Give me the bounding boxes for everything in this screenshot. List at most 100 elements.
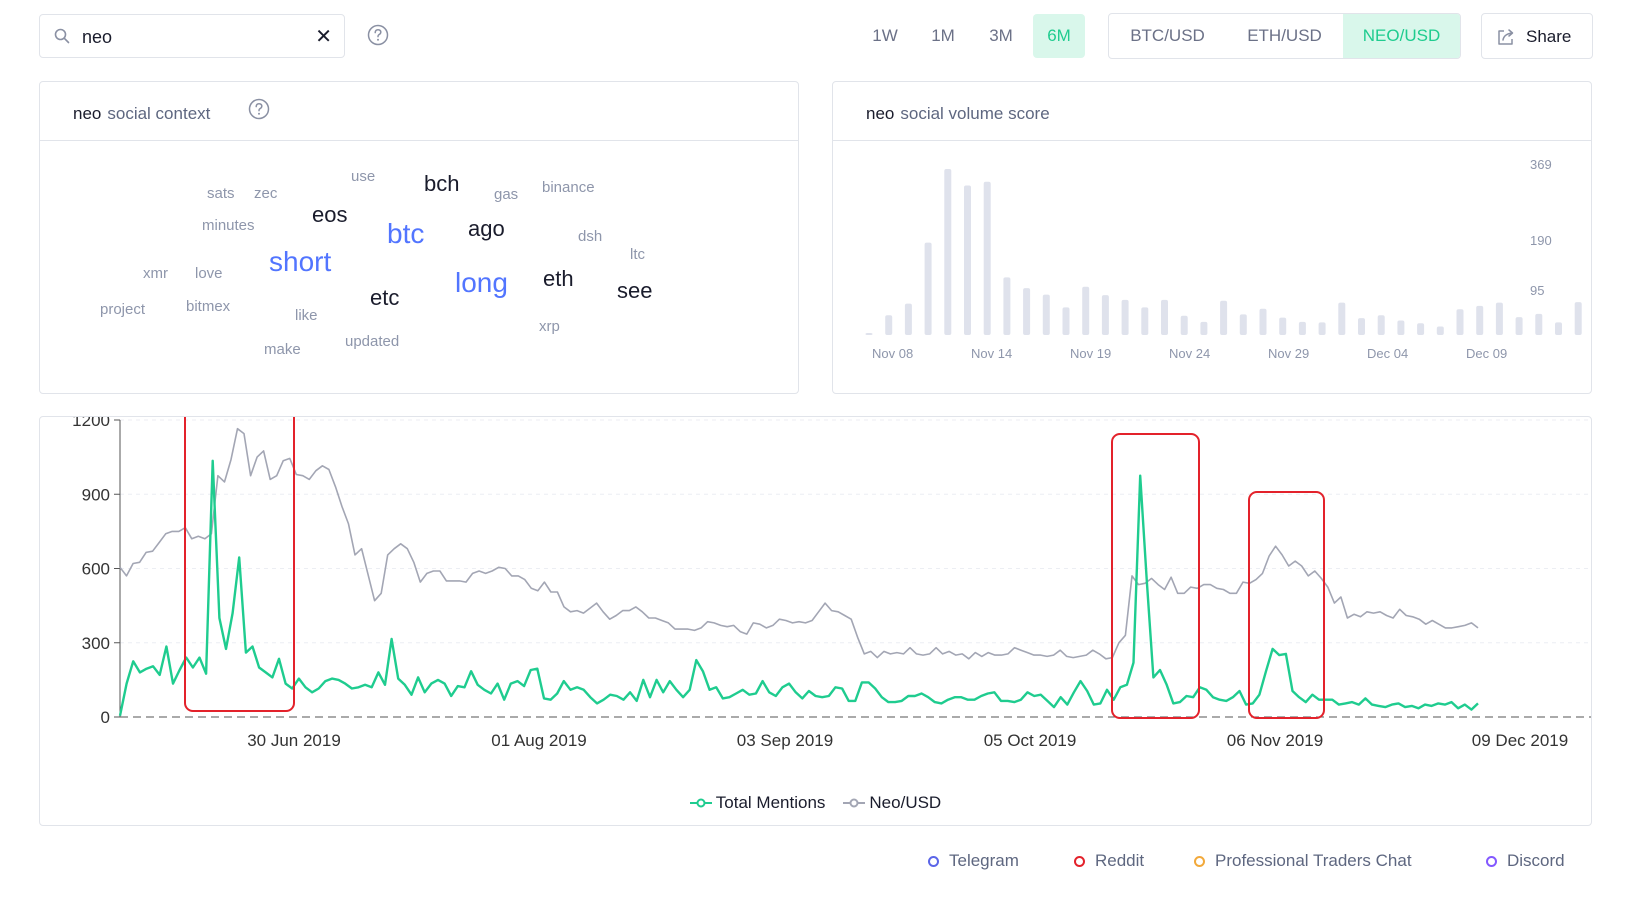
volume-bar[interactable]: [904, 303, 912, 335]
cloud-word-eos[interactable]: eos: [312, 202, 348, 227]
volume-bar[interactable]: [865, 333, 873, 335]
volume-bar[interactable]: [983, 181, 991, 335]
cloud-word-project[interactable]: project: [100, 301, 146, 318]
y-tick-label: 1200: [72, 417, 110, 430]
volume-x-tick: Dec 09: [1466, 346, 1507, 361]
volume-bar[interactable]: [885, 315, 893, 335]
volume-bar[interactable]: [1239, 314, 1247, 335]
volume-bar[interactable]: [1397, 320, 1405, 335]
cloud-word-make[interactable]: make: [264, 341, 301, 358]
volume-bar[interactable]: [1535, 313, 1543, 335]
volume-bar[interactable]: [1042, 294, 1050, 335]
cloud-word-updated[interactable]: updated: [345, 333, 400, 350]
cloud-word-eth[interactable]: eth: [543, 266, 574, 291]
cloud-word-etc[interactable]: etc: [370, 285, 400, 310]
help-circle-icon[interactable]: [248, 98, 270, 120]
series-line-total-mentions[interactable]: [118, 459, 1479, 717]
close-icon[interactable]: ✕: [315, 26, 332, 48]
mentions-price-panel: 0 300 600 900 1200 30 Jun 2019 01 Aug 2019 03 S…: [39, 416, 1592, 826]
cloud-word-btc[interactable]: btc: [387, 218, 425, 249]
highlight-box: [1111, 433, 1200, 719]
cloud-word-like[interactable]: like: [295, 307, 318, 324]
volume-bar[interactable]: [1495, 302, 1503, 335]
range-1w[interactable]: 1W: [872, 26, 898, 45]
search-input[interactable]: neo ✕: [39, 14, 345, 58]
volume-bar[interactable]: [1436, 326, 1444, 335]
volume-bar[interactable]: [1062, 307, 1070, 335]
volume-bar[interactable]: [1515, 317, 1523, 335]
volume-bar[interactable]: [1358, 318, 1365, 335]
volume-bar[interactable]: [1180, 315, 1188, 335]
volume-y-tick: 190: [1530, 233, 1552, 248]
cloud-word-see[interactable]: see: [617, 278, 653, 303]
volume-bar[interactable]: [1161, 299, 1168, 335]
volume-bar[interactable]: [1338, 302, 1346, 335]
volume-bar[interactable]: [1476, 305, 1484, 335]
cloud-word-sats[interactable]: sats: [207, 185, 235, 202]
cloud-word-zec[interactable]: zec: [254, 185, 278, 202]
volume-bar[interactable]: [924, 242, 932, 335]
volume-bar[interactable]: [1200, 321, 1208, 335]
cloud-word-gas[interactable]: gas: [494, 186, 519, 203]
pair-neo-usd[interactable]: NEO/USD: [1343, 14, 1460, 58]
cloud-word-use[interactable]: use: [351, 168, 376, 185]
volume-bar[interactable]: [1279, 317, 1287, 335]
help-circle-icon[interactable]: [367, 24, 389, 46]
y-tick-label: 300: [82, 634, 110, 653]
cloud-word-ltc[interactable]: ltc: [630, 246, 645, 263]
cloud-word-minutes[interactable]: minutes: [202, 217, 255, 234]
volume-bar[interactable]: [1298, 321, 1306, 335]
cloud-word-ago[interactable]: ago: [468, 216, 505, 241]
volume-bar[interactable]: [1121, 299, 1129, 335]
share-button[interactable]: Share: [1481, 13, 1593, 59]
legend-neo-usd[interactable]: Neo/USD: [843, 793, 941, 813]
cloud-word-bitmex[interactable]: bitmex: [186, 298, 231, 315]
social-context-coin: neo: [73, 104, 102, 123]
social-context-subtitle: social context: [107, 104, 211, 123]
cloud-word-long[interactable]: long: [455, 267, 508, 298]
volume-bar[interactable]: [1318, 322, 1326, 335]
source-discord[interactable]: Discord: [1470, 839, 1593, 883]
source-professional-traders-chat[interactable]: Professional Traders Chat: [1178, 839, 1451, 883]
social-volume-title: neo social volume score: [866, 104, 1050, 124]
share-label: Share: [1526, 27, 1572, 46]
volume-bar[interactable]: [1555, 322, 1562, 335]
volume-bar[interactable]: [1003, 277, 1011, 335]
cloud-word-love[interactable]: love: [195, 265, 223, 282]
legend-total-mentions[interactable]: Total Mentions: [689, 793, 825, 813]
cloud-word-bch[interactable]: bch: [424, 171, 460, 196]
volume-bar[interactable]: [1456, 309, 1464, 335]
source-telegram[interactable]: Telegram: [912, 839, 1044, 883]
range-6m[interactable]: 6M: [1033, 14, 1085, 58]
volume-bar[interactable]: [944, 169, 952, 335]
volume-bar[interactable]: [1574, 302, 1582, 335]
volume-bar[interactable]: [1417, 323, 1425, 335]
volume-x-tick: Nov 29: [1268, 346, 1309, 361]
volume-bar[interactable]: [1377, 315, 1385, 335]
search-icon: [54, 28, 70, 44]
volume-y-tick: 369: [1530, 157, 1552, 172]
y-tick-label: 900: [82, 485, 110, 504]
range-1m[interactable]: 1M: [931, 26, 955, 45]
cloud-word-xrp[interactable]: xrp: [539, 318, 560, 335]
volume-bar[interactable]: [1023, 288, 1031, 335]
cloud-word-short[interactable]: short: [269, 246, 332, 277]
range-3m[interactable]: 3M: [989, 26, 1013, 45]
pair-btc-usd[interactable]: BTC/USD: [1130, 26, 1205, 45]
volume-bar[interactable]: [1220, 300, 1228, 335]
cloud-word-xmr[interactable]: xmr: [143, 265, 168, 282]
search-value: neo: [82, 27, 113, 47]
pair-eth-usd[interactable]: ETH/USD: [1247, 26, 1322, 45]
volume-bar[interactable]: [1101, 295, 1109, 335]
volume-bar[interactable]: [964, 185, 971, 335]
volume-bar[interactable]: [1141, 307, 1149, 335]
volume-bar[interactable]: [1259, 308, 1267, 335]
volume-bar[interactable]: [1082, 286, 1090, 335]
series-line-neo-usd[interactable]: [119, 427, 1479, 660]
y-tick-label: 0: [101, 708, 110, 727]
source-reddit[interactable]: Reddit: [1058, 839, 1173, 883]
circle-icon: [1486, 855, 1497, 867]
cloud-word-dsh[interactable]: dsh: [578, 228, 603, 245]
cloud-word-binance[interactable]: binance: [542, 179, 595, 196]
volume-y-tick: 95: [1530, 283, 1544, 298]
